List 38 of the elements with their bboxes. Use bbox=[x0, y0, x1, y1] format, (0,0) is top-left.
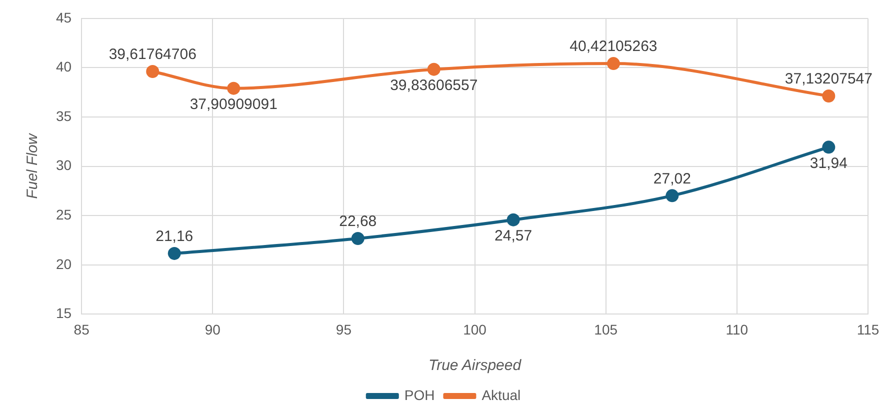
x-tick-label: 100 bbox=[463, 321, 487, 338]
y-tick-label: 40 bbox=[56, 58, 72, 75]
y-tick-label: 45 bbox=[56, 9, 72, 26]
point bbox=[227, 82, 240, 95]
data-label: 24,57 bbox=[494, 227, 532, 244]
legend-label: Aktual bbox=[482, 386, 521, 403]
data-label: 37,13207547 bbox=[784, 70, 872, 88]
y-tick-label: 35 bbox=[56, 108, 72, 124]
legend-label: POH bbox=[404, 386, 435, 403]
data-label: 31,94 bbox=[810, 154, 848, 172]
point bbox=[606, 57, 620, 70]
y-tick-label: 15 bbox=[56, 305, 72, 322]
point bbox=[427, 62, 440, 76]
x-axis-title: True Airspeed bbox=[428, 357, 522, 374]
point bbox=[666, 189, 679, 202]
x-tick-label: 95 bbox=[336, 321, 352, 338]
x-tick-label: 110 bbox=[726, 321, 748, 338]
data-label: 21,16 bbox=[156, 228, 194, 246]
y-axis-title: Fuel Flow bbox=[24, 132, 42, 199]
x-tick-label: 90 bbox=[204, 321, 221, 338]
y-tick-label: 20 bbox=[56, 256, 72, 272]
x-tick-label: 115 bbox=[856, 321, 880, 338]
data-label: 39,83606557 bbox=[390, 76, 478, 94]
point bbox=[822, 140, 836, 154]
point bbox=[146, 64, 160, 78]
point bbox=[168, 246, 181, 260]
y-tick-label: 25 bbox=[56, 206, 72, 222]
x-tick-label: 105 bbox=[594, 321, 618, 338]
point bbox=[506, 213, 520, 226]
data-label: 40,42105263 bbox=[570, 38, 658, 56]
data-label: 27,02 bbox=[653, 170, 691, 188]
point bbox=[822, 89, 836, 102]
y-tick-label: 30 bbox=[56, 157, 72, 174]
data-label: 22,68 bbox=[339, 213, 377, 230]
data-label: 37,90909091 bbox=[190, 96, 278, 113]
point bbox=[351, 232, 364, 245]
data-label: 39,61764706 bbox=[108, 46, 196, 64]
x-tick-label: 85 bbox=[74, 321, 90, 338]
